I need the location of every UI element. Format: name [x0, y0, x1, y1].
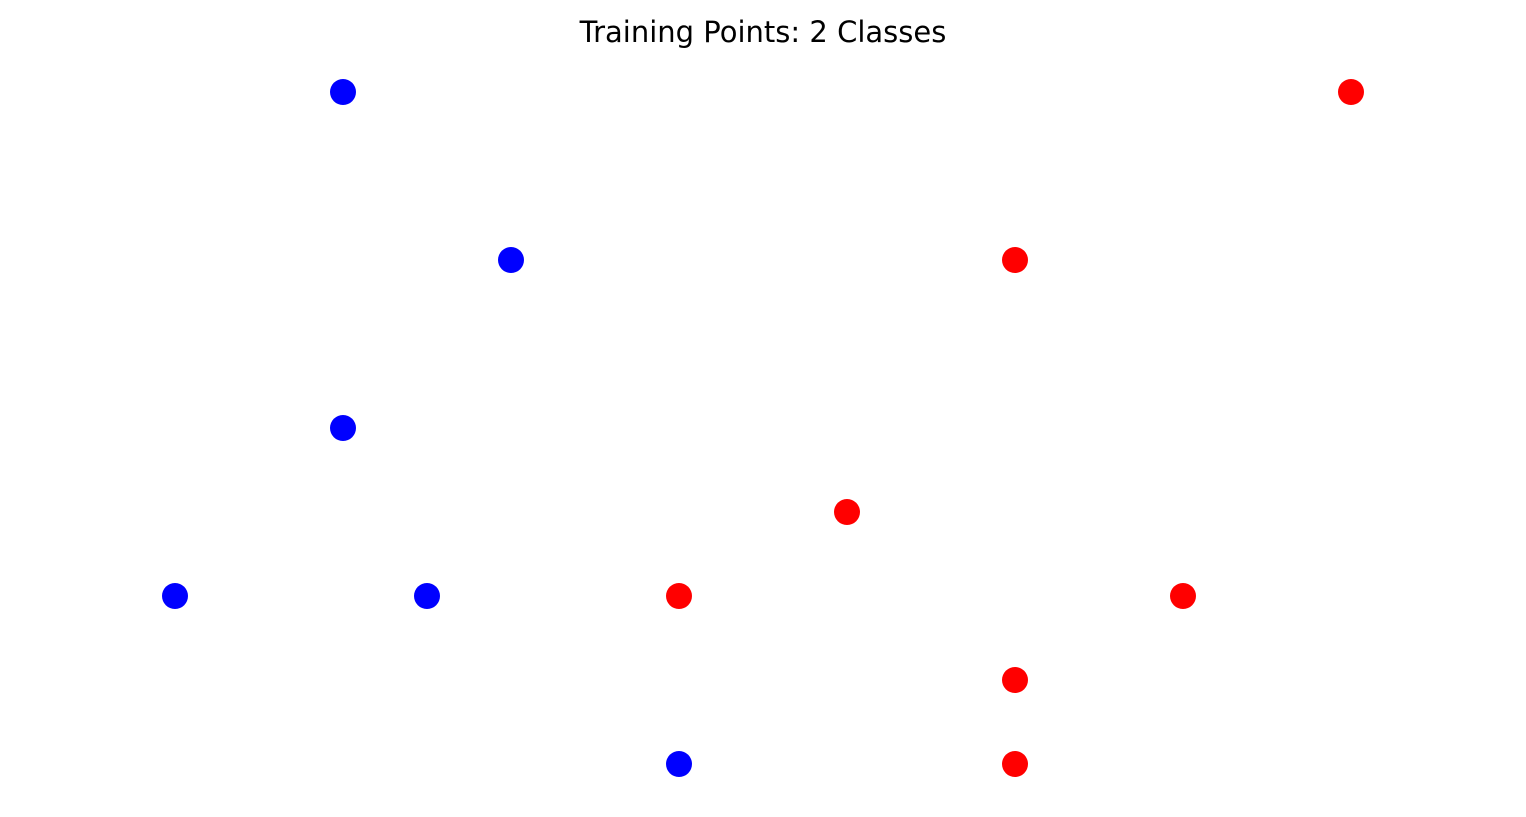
chart-title: Training Points: 2 Classes [579, 15, 947, 49]
scatter-point-series-0-4 [414, 583, 440, 609]
scatter-point-series-1-5 [1002, 667, 1028, 693]
scatter-point-series-1-6 [1002, 751, 1028, 777]
scatter-point-series-0-1 [498, 247, 524, 273]
scatter-point-series-1-4 [1170, 583, 1196, 609]
scatter-point-series-0-5 [666, 751, 692, 777]
scatter-point-series-0-0 [330, 79, 356, 105]
scatter-point-series-0-2 [330, 415, 356, 441]
scatter-point-series-0-3 [162, 583, 188, 609]
scatter-point-series-1-1 [1002, 247, 1028, 273]
scatter-point-series-1-3 [666, 583, 692, 609]
scatter-point-series-1-0 [1338, 79, 1364, 105]
scatter-point-series-1-2 [834, 499, 860, 525]
